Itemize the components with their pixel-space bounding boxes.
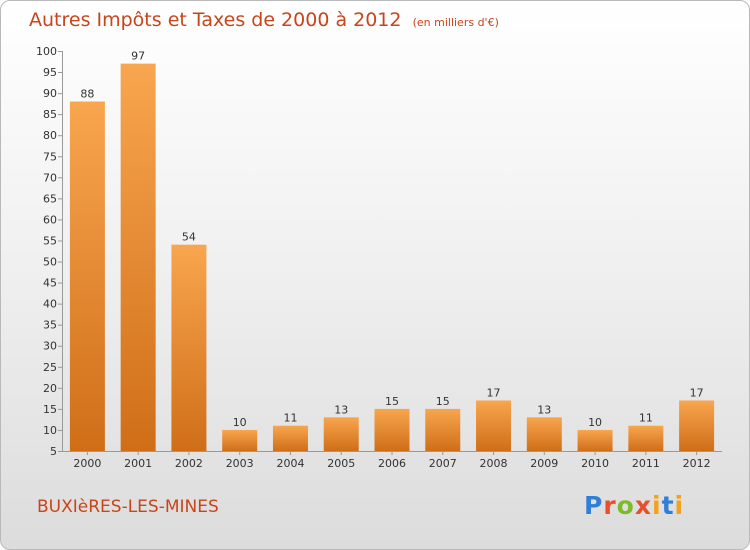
y-tick-label: 45: [43, 277, 57, 290]
logo-letter: i: [652, 491, 662, 520]
bar: [374, 408, 410, 451]
axes: 5 10 15 20 25 30 35 40 45 50 55 60 65 70 75 80 85 90 95 100…: [36, 45, 722, 470]
x-tick-label: 2002: [175, 457, 203, 470]
y-tick-label: 15: [43, 403, 57, 416]
bar-value-label: 17: [487, 386, 501, 399]
bar-value-label: 17: [690, 386, 704, 399]
y-tick-label: 5: [50, 445, 57, 458]
logo-letter: i: [674, 491, 685, 520]
y-tick-label: 20: [43, 382, 57, 395]
bar: [476, 400, 512, 451]
y-tick-label: 70: [43, 171, 57, 184]
bar-value-label: 10: [233, 416, 247, 429]
unit-text: (en milliers d'€): [412, 16, 499, 29]
y-tick-label: 95: [43, 66, 57, 79]
bar: [323, 417, 359, 451]
bar: [171, 244, 207, 451]
y-tick-label: 40: [43, 298, 57, 311]
bar-value-label: 15: [436, 395, 450, 408]
y-tick-label: 25: [43, 361, 57, 374]
logo-letter: x: [634, 491, 652, 520]
y-tick-label: 85: [43, 108, 57, 121]
y-tick-label: 90: [43, 87, 57, 100]
x-tick-label: 2005: [327, 457, 355, 470]
y-tick-label: 60: [43, 213, 57, 226]
x-tick-label: 2003: [226, 457, 254, 470]
bar-value-label: 13: [537, 403, 551, 416]
bar: [120, 63, 156, 451]
y-tick-label: 65: [43, 192, 57, 205]
y-tick-label: 30: [43, 340, 57, 353]
bars: 88 97 54 10 11 13 15 15 17 13 10 11 17: [69, 50, 715, 452]
bar: [425, 408, 461, 451]
x-tick-label: 2006: [378, 457, 406, 470]
x-tick-label: 2001: [124, 457, 152, 470]
x-tick-label: 2011: [632, 457, 660, 470]
y-tick-label: 50: [43, 256, 57, 269]
x-tick-label: 2000: [73, 457, 101, 470]
x-tick-label: 2007: [429, 457, 457, 470]
y-tick-label: 55: [43, 234, 57, 247]
y-tick-label: 75: [43, 150, 57, 163]
x-tick-label: 2010: [581, 457, 609, 470]
bar: [272, 425, 308, 451]
bar: [222, 429, 258, 451]
logo-letter: r: [603, 491, 617, 520]
bar-value-label: 11: [639, 412, 653, 425]
bar-value-label: 88: [80, 88, 94, 101]
y-tick-label: 10: [43, 424, 57, 437]
chart-title: Autres Impôts et Taxes de 2000 à 2012 (e…: [29, 9, 499, 31]
bar-value-label: 15: [385, 395, 399, 408]
x-tick-label: 2009: [530, 457, 558, 470]
y-tick-label: 100: [36, 45, 57, 58]
y-tick-label: 80: [43, 129, 57, 142]
logo-letter: t: [661, 491, 675, 520]
proxiti-logo: Proxiti: [584, 491, 684, 520]
bar: [69, 101, 105, 452]
logo-letter: o: [616, 491, 635, 520]
bar-value-label: 13: [334, 403, 348, 416]
bar-value-label: 10: [588, 416, 602, 429]
x-tick-label: 2012: [683, 457, 711, 470]
bar: [679, 400, 715, 451]
bar: [577, 429, 613, 451]
town-name: BUXIèRES-LES-MINES: [37, 497, 219, 517]
x-tick-label: 2004: [276, 457, 304, 470]
title-text: Autres Impôts et Taxes de 2000 à 2012: [29, 9, 402, 31]
bar-value-label: 11: [283, 412, 297, 425]
y-tick-label: 35: [43, 319, 57, 332]
bar-value-label: 97: [131, 50, 145, 63]
bar: [526, 417, 562, 451]
x-tick-label: 2008: [480, 457, 508, 470]
bar-value-label: 54: [182, 231, 196, 244]
bar: [628, 425, 664, 451]
logo-letter: P: [584, 491, 604, 520]
